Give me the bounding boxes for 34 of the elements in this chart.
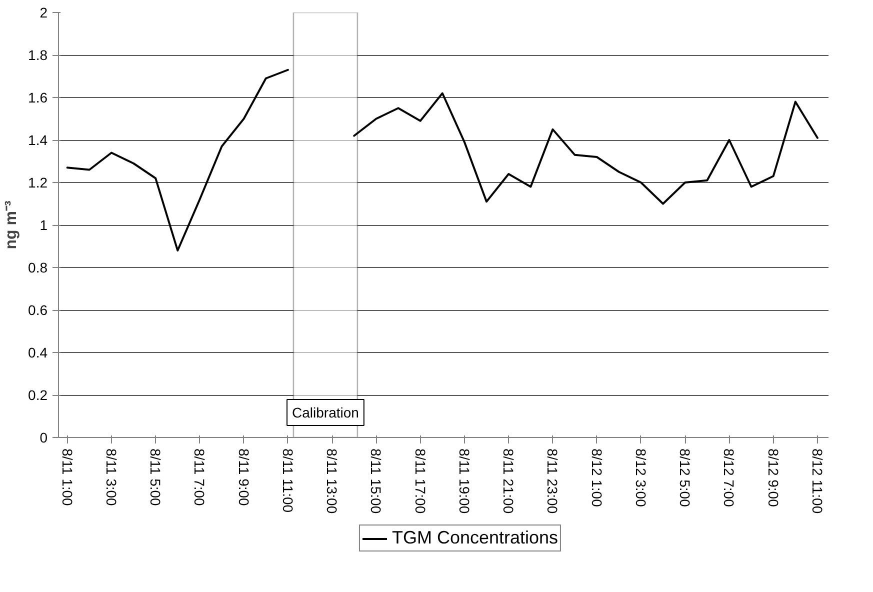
x-tick-label: 8/11 23:00 — [544, 448, 561, 514]
x-tick-label: 8/11 7:00 — [192, 448, 208, 506]
x-tick-label: 8/12 9:00 — [765, 448, 782, 508]
y-tick-label: 0 — [40, 430, 48, 446]
x-tick-label: 8/12 11:00 — [809, 448, 826, 514]
y-tick-label: 1.6 — [28, 90, 48, 106]
x-tick-label: 8/11 15:00 — [368, 448, 384, 514]
y-tick-label: 0.4 — [28, 344, 48, 360]
x-tick-label: 8/11 5:00 — [148, 448, 164, 506]
band-label: Calibration — [292, 404, 359, 420]
x-tick-label: 8/11 1:00 — [59, 448, 76, 506]
y-axis-title: ng m⁻³ — [3, 200, 20, 250]
x-tick-label: 8/11 19:00 — [456, 448, 472, 514]
y-tick-label: 0.2 — [28, 387, 48, 403]
x-tick-label: 8/11 17:00 — [412, 448, 428, 514]
y-tick-label: 1.4 — [28, 132, 48, 148]
x-tick-label: 8/12 1:00 — [588, 448, 605, 508]
x-tick-label: 8/12 7:00 — [721, 448, 738, 508]
y-tick-label: 1.2 — [28, 174, 48, 190]
y-tick-label: 0.8 — [28, 260, 48, 276]
x-tick-label: 8/12 5:00 — [677, 448, 694, 508]
x-tick-label: 8/11 3:00 — [103, 448, 120, 506]
line-series — [66, 68, 289, 252]
x-tick-label: 8/11 13:00 — [324, 448, 340, 514]
y-tick-label: 1.8 — [28, 47, 48, 63]
legend-label: TGM Concentrations — [392, 528, 558, 548]
x-tick-label: 8/12 3:00 — [632, 448, 649, 508]
line-series — [353, 92, 818, 205]
x-tick-label: 8/11 21:00 — [500, 448, 517, 514]
x-tick-label: 8/11 11:00 — [280, 448, 296, 513]
y-tick-label: 1 — [40, 217, 48, 233]
y-tick-label: 2 — [40, 4, 48, 20]
y-tick-label: 0.6 — [28, 302, 48, 318]
x-tick-label: 8/11 9:00 — [236, 448, 252, 506]
